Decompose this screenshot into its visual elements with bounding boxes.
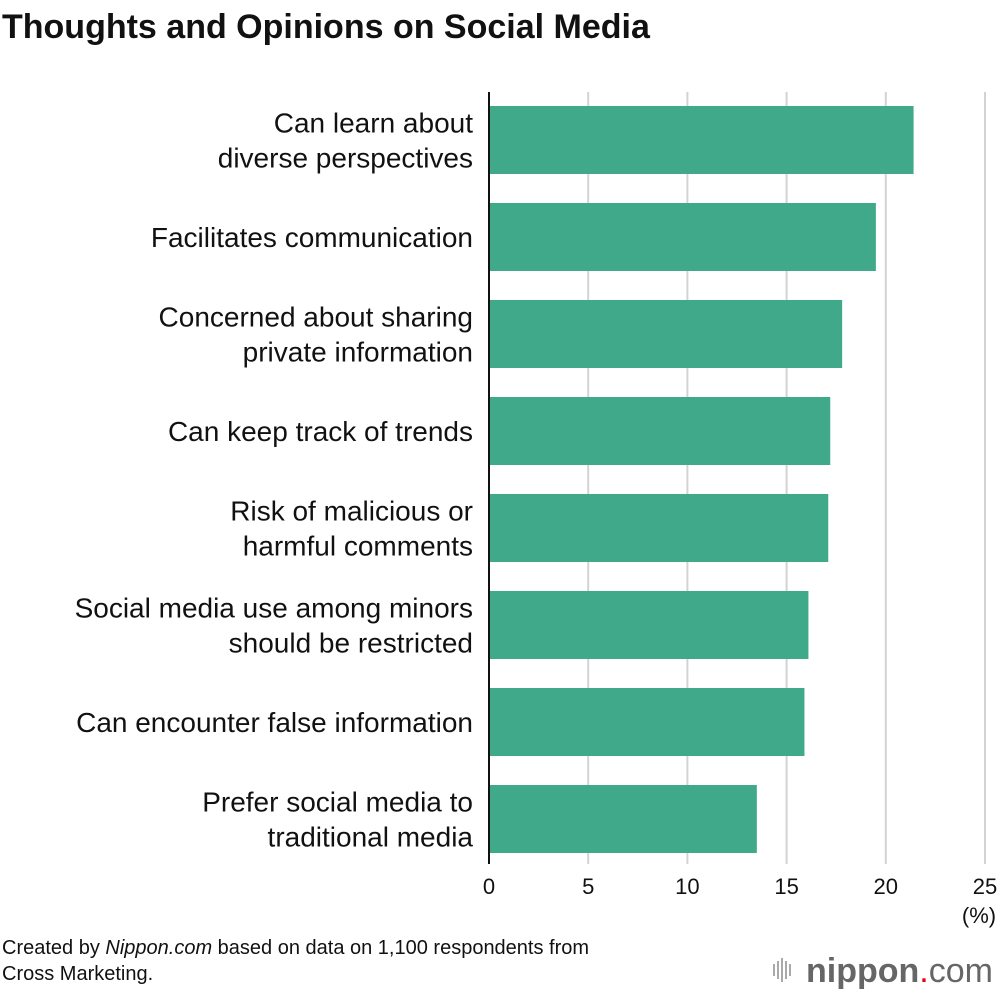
- nippon-logo: nippon.com: [773, 952, 993, 990]
- chart-title: Thoughts and Opinions on Social Media: [2, 8, 651, 46]
- x-tick-label: 20: [874, 874, 898, 899]
- category-label: Facilitates communication: [151, 222, 473, 253]
- category-label: Prefer social media to traditional media: [202, 787, 473, 853]
- bar: [489, 688, 805, 756]
- x-tick-label: 25: [973, 874, 997, 899]
- x-tick-label: 5: [582, 874, 594, 899]
- bar: [489, 397, 831, 465]
- x-unit-label: (%): [962, 903, 996, 928]
- category-label: Can encounter false information: [76, 707, 473, 738]
- footer-line-2: Cross Marketing.: [2, 963, 153, 985]
- x-tick-label: 0: [483, 874, 495, 899]
- bar: [489, 494, 829, 562]
- bar: [489, 300, 843, 368]
- bar: [489, 203, 876, 271]
- category-label: Can learn about diverse perspectives: [218, 108, 473, 174]
- x-tick-label: 10: [675, 874, 699, 899]
- category-label: Social media use among minors should be r…: [75, 593, 473, 659]
- svg-text:nippon.com: nippon.com: [806, 952, 993, 990]
- category-label: Can keep track of trends: [168, 416, 473, 447]
- category-label: Risk of malicious or harmful comments: [230, 496, 473, 562]
- bar: [489, 785, 757, 853]
- logo-bars-icon: [773, 958, 791, 982]
- bar: [489, 591, 809, 659]
- bar: [489, 106, 914, 174]
- x-tick-label: 15: [774, 874, 798, 899]
- footer-line-1: Created by Nippon.com based on data on 1…: [2, 937, 589, 959]
- category-label: Concerned about sharing private informati…: [159, 302, 473, 368]
